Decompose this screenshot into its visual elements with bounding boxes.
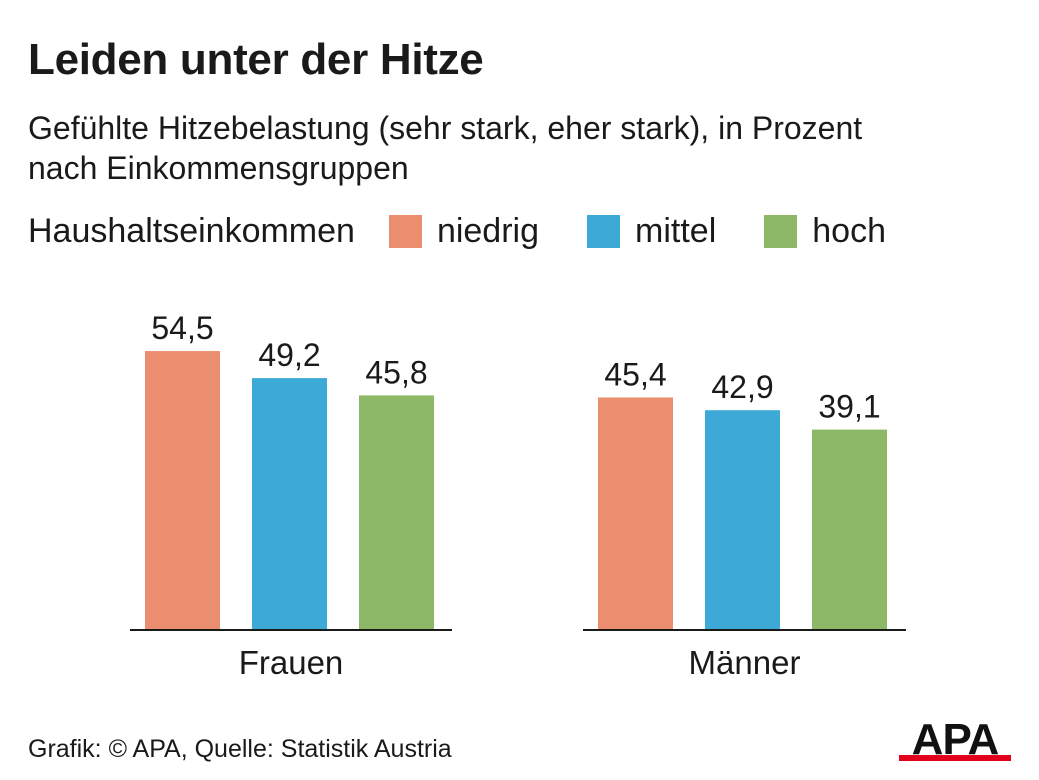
bar-frauen-mittel [252,378,327,629]
apa-logo: APA [899,716,1011,764]
legend-label-mittel: mittel [635,212,717,250]
legend-swatch-hoch [764,214,798,248]
legend-swatch-niedrig [388,214,422,248]
category-label-frauen: Frauen [239,644,344,681]
bar-chart: 54,5 49,2 45,8 Frauen 45,4 42,9 39,1 Männer [130,310,906,681]
legend-label-hoch: hoch [812,212,886,250]
bar-frauen-niedrig [145,351,220,629]
bar-frauen-hoch [359,395,434,629]
bar-männer-mittel [705,410,780,629]
legend-title: Haushaltseinkommen [28,212,355,250]
category-label-männer: Männer [689,644,801,681]
data-label-frauen-niedrig: 54,5 [151,310,213,346]
legend-item-niedrig: niedrig [388,208,540,254]
bar-männer-hoch [812,429,887,629]
legend-item-hoch: hoch [764,208,886,254]
legend-label-niedrig: niedrig [436,212,540,250]
subtitle-line-1: Gefühlte Hitzebelastung (sehr stark, ehe… [28,110,863,146]
subtitle-line-2: nach Einkommensgruppen [28,150,409,186]
legend-swatch-mittel [587,214,621,248]
chart-subtitle: Gefühlte Hitzebelastung (sehr stark, ehe… [28,108,862,188]
apa-logo-bar [899,755,1011,761]
data-label-frauen-hoch: 45,8 [365,354,427,390]
source-credit: Grafik: © APA, Quelle: Statistik Austria [28,735,452,763]
data-label-männer-hoch: 39,1 [818,389,880,425]
chart-title: Leiden unter der Hitze [28,35,484,84]
data-label-männer-mittel: 42,9 [711,369,773,405]
chart-legend: Haushaltseinkommen niedrig mittel hoch [28,208,886,254]
data-label-frauen-mittel: 49,2 [258,337,320,373]
data-label-männer-niedrig: 45,4 [604,356,666,392]
bar-männer-niedrig [598,397,673,629]
legend-item-mittel: mittel [587,208,716,254]
